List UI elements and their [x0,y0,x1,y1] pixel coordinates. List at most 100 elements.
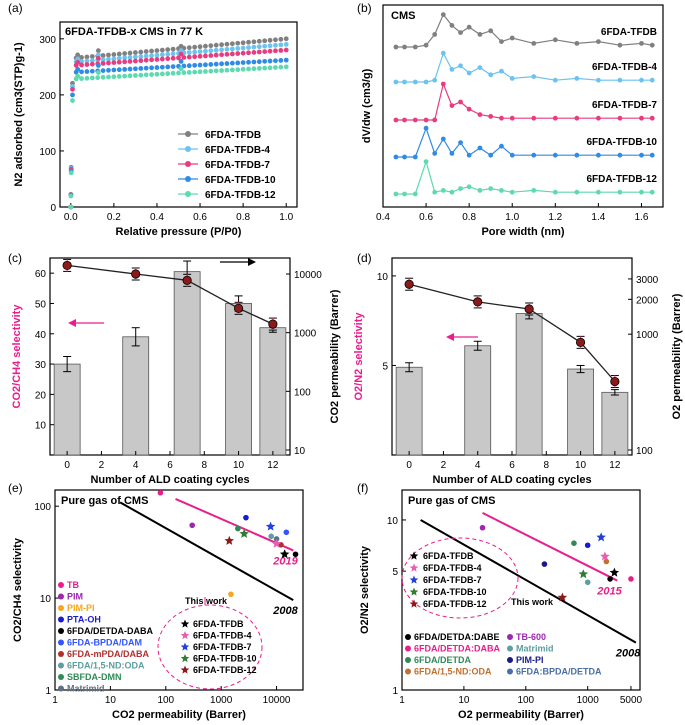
series-point [273,37,278,43]
series-point [154,48,160,53]
y2-tick-label: 2000 [636,295,659,306]
y-axis-label-d: O2/N2 selectivity [353,312,365,401]
series-line [395,159,653,195]
series-point [197,53,203,59]
series-point [192,54,198,60]
literature-point [584,542,591,549]
y-tick-label: 10 [387,516,399,527]
x-tick-label: 2 [99,460,105,471]
series-point [138,66,144,71]
thiswork-ellipse [157,604,263,690]
series-point [246,45,251,50]
series-point [149,48,154,54]
y2-axis-label-c: CO2 permeability (Barrer) [329,289,341,423]
x-tick-label: 12 [609,460,621,471]
legend-label: Matrimid [67,684,105,694]
x-tick-label: 6 [509,460,515,471]
series-point [278,48,284,53]
legend-marker [58,651,64,657]
series-point [213,42,219,48]
series-point [178,51,184,57]
legend-label: 6FDA-TFDB-12 [193,665,257,675]
x-tick-label: 4 [133,460,139,471]
series-point [477,112,483,117]
series-point [170,46,176,52]
series-point [466,24,472,30]
series-point [262,49,268,54]
legend-label: 6FDA/1,5-ND:ODA [414,667,492,677]
x-tick-label: 5000 [620,695,643,706]
legend-marker [409,587,419,596]
series-point [440,136,446,142]
series-point [143,72,149,78]
legend-label: 6FDA-TFDB-10 [423,587,487,597]
x-tick-label: 0.2 [107,212,121,223]
x-tick-label: 0.0 [64,212,78,223]
series-point [133,73,138,78]
series-point [219,42,224,48]
series-point [273,58,278,64]
series-point [219,52,224,58]
x-tick-label: 0.8 [236,212,250,223]
series-point [402,191,407,197]
series-point [208,48,214,54]
series-point [574,115,580,121]
y2-tick-label: 3000 [636,275,659,286]
series-point [116,59,122,65]
series-point [278,36,284,42]
series-point [595,115,601,121]
series-point [440,81,446,87]
thiswork-point [271,538,282,548]
x-tick-label: 1.6 [635,212,649,223]
series-point [499,68,504,74]
series-point [412,44,418,50]
series-point [122,51,128,56]
axes-box-c [49,257,291,456]
series-point [95,55,101,61]
series-point [262,65,268,71]
series-point [70,98,75,103]
series-point [649,77,655,83]
literature-point [228,591,234,598]
legend-marker [58,674,64,680]
literature-point [571,540,577,546]
panel-label-d: (d) [357,251,372,265]
legend-marker [409,563,419,572]
series-point [458,63,463,69]
series-point [106,74,111,80]
series-point [278,58,284,63]
series-point [138,58,144,64]
legend-marker [507,645,513,652]
series-point [79,55,84,60]
permeability-point [131,269,141,279]
series-point [165,71,171,77]
arrow-head [446,333,454,341]
series-point [617,115,623,121]
y-tick-label: 10 [40,594,52,605]
series-point [639,189,644,195]
series-point [143,65,149,71]
series-point [100,57,106,63]
series-point [235,60,241,66]
series-point [273,42,278,48]
series-point [159,47,165,53]
series-line [395,126,653,158]
legend-label: 6FDA-TFDB-7 [193,642,252,652]
series-point [68,170,74,176]
series-point [181,70,187,76]
series-point [95,75,101,81]
series-point [246,39,251,45]
series-point [208,68,214,74]
y2-tick-label: 10000 [294,270,322,281]
y-tick-label: 60 [35,269,47,280]
series-point [149,53,154,59]
y-axis-label-b: dV/dw (cm3/g) [361,68,373,143]
series-point [133,54,138,60]
series-point [192,44,198,50]
series-point [165,56,171,62]
legend-label: 6FDA-TFDB [193,619,244,629]
series-point [574,76,580,81]
series-point [122,66,128,72]
series-point [111,56,117,62]
upper-bound-label: 2015 [596,586,622,598]
